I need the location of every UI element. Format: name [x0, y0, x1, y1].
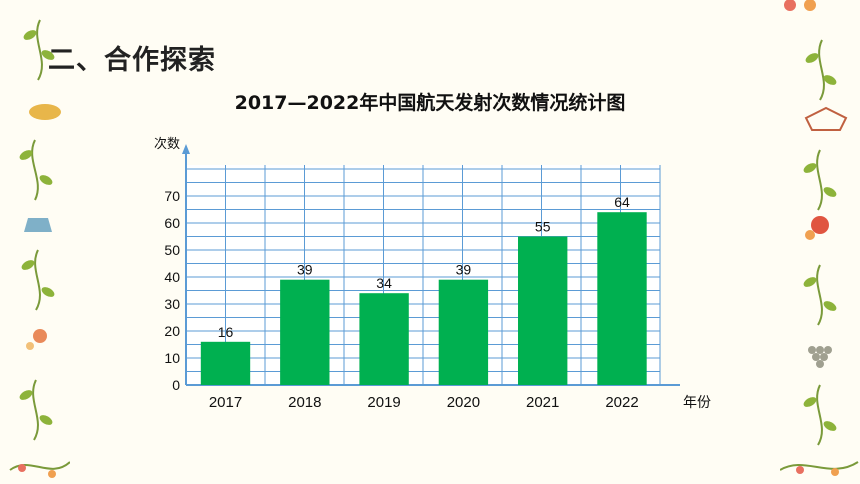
y-tick-label: 20 [164, 323, 180, 339]
y-axis-label: 次数 [154, 136, 180, 151]
bar-value-label: 34 [376, 275, 392, 291]
x-axis-label: 年份 [683, 394, 711, 410]
y-tick-label: 70 [164, 188, 180, 204]
leaf-sprig-icon [31, 19, 43, 441]
chart-title: 2017—2022年中国航天发射次数情况统计图 [234, 92, 626, 114]
flower-icon [780, 0, 859, 476]
x-tick-label: 2018 [288, 394, 321, 411]
bar-value-label: 55 [535, 219, 551, 235]
x-tick-label: 2021 [526, 394, 559, 411]
y-tick-label: 50 [164, 242, 180, 258]
x-tick-label: 2022 [605, 394, 638, 411]
y-tick-label: 60 [164, 215, 180, 231]
leaf-sprig-icon [816, 39, 825, 446]
bar [518, 236, 568, 385]
y-tick-label: 40 [164, 269, 180, 285]
bar-value-label: 16 [218, 324, 234, 340]
bar [359, 293, 409, 385]
y-tick-label: 0 [172, 377, 180, 393]
bar-value-label: 39 [297, 262, 313, 278]
leaf-icon [803, 53, 837, 431]
bar [280, 279, 330, 385]
y-axis-arrow [182, 144, 190, 154]
bar [597, 212, 647, 385]
right-floral-border [780, 0, 859, 476]
bar-value-label: 39 [456, 262, 472, 278]
y-tick-label: 10 [164, 350, 180, 366]
x-tick-label: 2017 [209, 394, 242, 411]
bar [200, 341, 251, 385]
y-tick-label: 30 [164, 296, 180, 312]
flower-icon [9, 104, 70, 478]
section-title: 二、合作探索 [48, 45, 216, 76]
bar-value-label: 64 [614, 194, 630, 210]
leaf-icon [19, 30, 55, 425]
bar [438, 279, 489, 385]
x-tick-label: 2020 [447, 394, 480, 411]
x-tick-label: 2019 [367, 394, 400, 411]
left-floral-border [9, 19, 70, 478]
